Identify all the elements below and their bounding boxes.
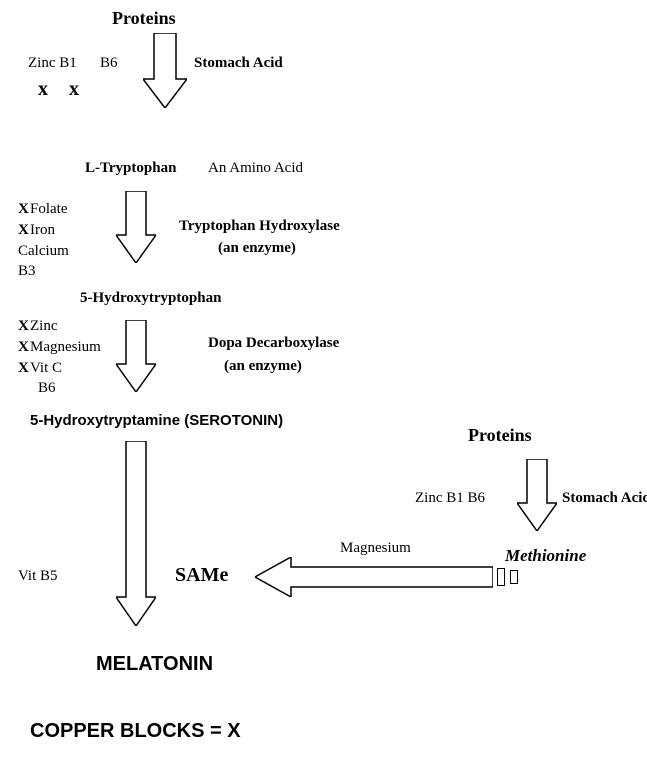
copper-blocks-label: COPPER BLOCKS = X: [30, 720, 241, 743]
tryptophan-hydroxylase-label: Tryptophan Hydroxylase: [179, 218, 340, 235]
x-vitc-marker: X: [18, 360, 29, 377]
arrow-proteins-to-methionine: [517, 459, 557, 531]
x-marker-2: x: [69, 78, 79, 101]
5-hydroxytryptophan-label: 5-Hydroxytryptophan: [80, 290, 221, 307]
b3-label: B3: [18, 263, 36, 280]
zinc-label: Zinc: [30, 318, 58, 335]
tail-box-1: [497, 568, 505, 586]
vitc-label: Vit C: [30, 360, 62, 377]
dopa-decarboxylase-label: Dopa Decarboxylase: [208, 335, 339, 352]
arrow-serotonin-to-melatonin: [116, 441, 156, 626]
serotonin-label: 5-Hydroxytryptamine (SEROTONIN): [30, 412, 283, 429]
same-label: SAMe: [175, 564, 228, 587]
magnesium-label: Magnesium: [30, 339, 101, 356]
stomach-acid-2-label: Stomach Acid: [562, 490, 647, 507]
melatonin-label: MELATONIN: [96, 653, 213, 676]
arrow-proteins-to-tryptophan: [143, 33, 187, 108]
x-magnesium-marker: X: [18, 339, 29, 356]
vit-b5-label: Vit B5: [18, 568, 58, 585]
methionine-label: Methionine: [505, 546, 586, 566]
an-enzyme-2-label: (an enzyme): [224, 358, 302, 375]
stomach-acid-label: Stomach Acid: [194, 55, 283, 72]
proteins-heading: Proteins: [112, 8, 176, 29]
calcium-label: Calcium: [18, 243, 69, 260]
an-enzyme-1-label: (an enzyme): [218, 240, 296, 257]
tail-box-2: [510, 570, 518, 584]
zinc-b1-label: Zinc B1: [28, 55, 77, 72]
zinc-b1-b6-label: Zinc B1 B6: [415, 490, 485, 507]
amino-acid-label: An Amino Acid: [208, 160, 303, 177]
folate-label: Folate: [30, 201, 68, 218]
x-zinc-marker: X: [18, 318, 29, 335]
b6-2-label: B6: [38, 380, 56, 397]
x-folate-marker: X: [18, 201, 29, 218]
l-tryptophan-label: L-Tryptophan: [85, 160, 176, 177]
x-marker-1: x: [38, 78, 48, 101]
magnesium-2-label: Magnesium: [340, 540, 411, 557]
arrow-5htp-to-serotonin: [116, 320, 156, 392]
arrow-tryptophan-to-5htp: [116, 191, 156, 263]
iron-label: Iron: [30, 222, 55, 239]
x-iron-marker: X: [18, 222, 29, 239]
arrow-methionine-to-same: [255, 557, 493, 597]
b6-label: B6: [100, 55, 118, 72]
proteins-heading-right: Proteins: [468, 425, 532, 446]
